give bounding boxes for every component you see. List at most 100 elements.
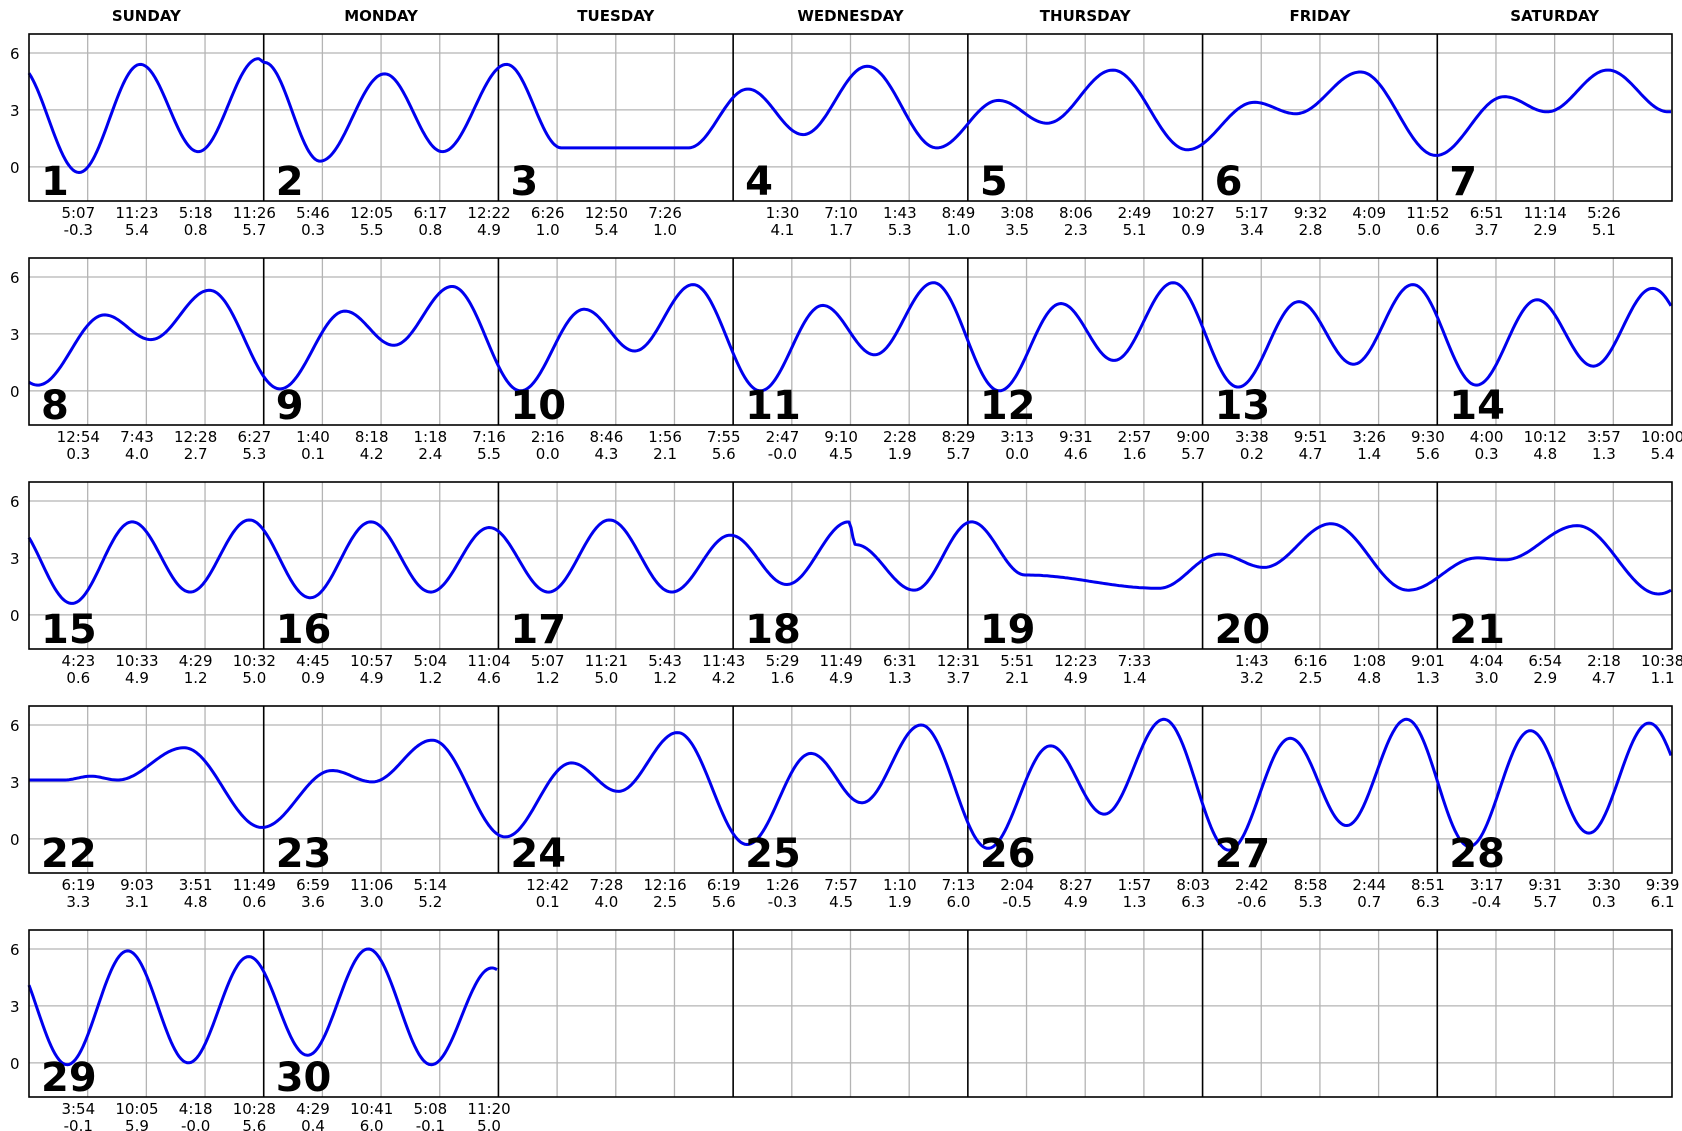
day-cell: 164:450.9 10:574.9 5:041.2 11:044.6 — [276, 607, 511, 687]
tide-event-time: 10:38 — [1641, 652, 1682, 670]
tide-event-height: 5.7 — [1533, 893, 1557, 911]
day-number: 2 — [276, 159, 304, 205]
tide-event-height: 2.9 — [1533, 221, 1557, 239]
tide-event-time: 5:18 — [179, 204, 213, 222]
tide-event-time: 4:23 — [61, 652, 95, 670]
tide-event-time: 10:41 — [350, 1100, 393, 1118]
tide-event-height: 1.6 — [771, 669, 795, 687]
day-number: 7 — [1449, 159, 1477, 205]
tide-event-time: 9:32 — [1294, 204, 1328, 222]
tide-event-height: 4.5 — [829, 445, 853, 463]
tide-event-height: 2.3 — [1064, 221, 1088, 239]
week-row: 630 15:07-0.311:235.45:180.811:265.725:46… — [10, 33, 1673, 239]
tide-event-time: 5:29 — [766, 652, 800, 670]
tide-event-time: 12:42 — [526, 876, 569, 894]
day-number: 20 — [1215, 607, 1271, 653]
tide-event-height: 0.9 — [301, 669, 325, 687]
tide-event-time: 4:18 — [179, 1100, 213, 1118]
tide-event-time: 1:30 — [766, 204, 800, 222]
tide-event-time: 9:31 — [1528, 876, 1562, 894]
day-number: 8 — [41, 383, 69, 429]
day-cell: 25:460.3 12:055.5 6:170.8 12:224.9 — [276, 159, 511, 239]
tide-event-height: 3.7 — [1475, 221, 1499, 239]
tide-event-height: 6.1 — [1651, 893, 1675, 911]
tide-event-time: 8:49 — [942, 204, 976, 222]
tide-event-height: 6.3 — [1181, 893, 1205, 911]
tide-event-height: 1.6 — [1123, 445, 1147, 463]
tide-event-height: 1.0 — [947, 221, 971, 239]
day-cell: 214:043.0 6:542.9 2:184.7 10:381.1 — [1449, 607, 1682, 687]
tide-event-height: 3.0 — [360, 893, 384, 911]
tide-event-height: 3.5 — [1005, 221, 1029, 239]
tide-event-height: 0.0 — [1005, 445, 1029, 463]
tide-event-height: -0.3 — [64, 221, 93, 239]
tide-event-time: 11:52 — [1406, 204, 1449, 222]
tide-event-time: 9:03 — [120, 876, 154, 894]
tide-event-time: 6:54 — [1528, 652, 1562, 670]
tide-event-time: 4:04 — [1470, 652, 1504, 670]
weekday-header-monday: MONDAY — [344, 7, 419, 25]
tide-event-time: 4:09 — [1352, 204, 1386, 222]
tide-event-height: 1.2 — [653, 669, 677, 687]
tide-event-height: 0.2 — [1240, 445, 1264, 463]
tide-event-height: 1.2 — [536, 669, 560, 687]
day-number: 12 — [980, 383, 1036, 429]
tide-event-height: 4.9 — [1064, 669, 1088, 687]
tide-event-time: 11:49 — [819, 652, 862, 670]
tide-event-height: 1.3 — [1416, 669, 1440, 687]
tide-event-time: 9:00 — [1176, 428, 1210, 446]
day-cell: 76:513.7 11:142.9 5:265.1 — [1449, 159, 1620, 239]
tide-event-height: -0.0 — [181, 1117, 210, 1131]
tide-event-height: 1.3 — [888, 669, 912, 687]
day-cell: 812:540.3 7:434.0 12:282.7 6:275.3 — [41, 383, 271, 463]
weekday-header-tuesday: TUESDAY — [577, 7, 655, 25]
day-number: 30 — [276, 1055, 332, 1101]
y-tick-label: 6 — [10, 269, 20, 287]
tide-event-height: 0.8 — [418, 221, 442, 239]
tide-event-height: 6.0 — [947, 893, 971, 911]
tide-event-height: 4.1 — [771, 221, 795, 239]
day-number: 28 — [1449, 831, 1505, 877]
tide-event-time: 10:33 — [115, 652, 158, 670]
tide-event-height: 4.7 — [1299, 445, 1323, 463]
tide-event-time: 12:54 — [57, 428, 100, 446]
tide-event-time: 5:46 — [296, 204, 330, 222]
day-cell: 133:380.2 9:514.7 3:261.4 9:305.6 — [1215, 383, 1445, 463]
tide-event-height: 2.8 — [1299, 221, 1323, 239]
y-tick-label: 3 — [10, 774, 20, 792]
weekday-header-sunday: SUNDAY — [112, 7, 182, 25]
tide-height-curve — [28, 281, 1673, 393]
tide-event-height: 3.3 — [66, 893, 90, 911]
tide-event-height: 5.6 — [1416, 445, 1440, 463]
tide-event-height: 5.7 — [1181, 445, 1205, 463]
tide-event-time: 9:39 — [1646, 876, 1680, 894]
tide-event-time: 5:08 — [414, 1100, 448, 1118]
tide-event-time: 9:31 — [1059, 428, 1093, 446]
tide-event-time: 8:18 — [355, 428, 389, 446]
tide-event-time: 1:43 — [1235, 652, 1269, 670]
tide-event-time: 2:28 — [883, 428, 917, 446]
tide-event-height: 0.3 — [1592, 893, 1616, 911]
tide-event-time: 1:43 — [883, 204, 917, 222]
tide-event-height: 5.5 — [360, 221, 384, 239]
tide-event-height: 1.3 — [1592, 445, 1616, 463]
tide-event-time: 12:16 — [643, 876, 686, 894]
day-number: 23 — [276, 831, 332, 877]
tide-event-time: 6:16 — [1294, 652, 1328, 670]
tide-event-height: 5.9 — [125, 1117, 149, 1131]
tide-event-time: 11:20 — [467, 1100, 510, 1118]
week-row-frame — [28, 33, 1673, 202]
tide-event-time: 6:17 — [414, 204, 448, 222]
tide-event-time: 10:05 — [115, 1100, 158, 1118]
tide-event-time: 10:32 — [233, 652, 276, 670]
tide-event-time: 6:26 — [531, 204, 565, 222]
day-number: 29 — [41, 1055, 97, 1101]
tide-event-height: 4.0 — [594, 893, 618, 911]
tide-event-height: 0.3 — [66, 445, 90, 463]
tide-event-height: -0.1 — [64, 1117, 93, 1131]
week-row: 630 154:230.610:334.94:291.210:325.0164:4… — [10, 481, 1682, 687]
tide-height-curve — [27, 57, 1671, 174]
tide-event-time: 7:43 — [120, 428, 154, 446]
day-number: 15 — [41, 607, 97, 653]
tide-event-time: 6:59 — [296, 876, 330, 894]
